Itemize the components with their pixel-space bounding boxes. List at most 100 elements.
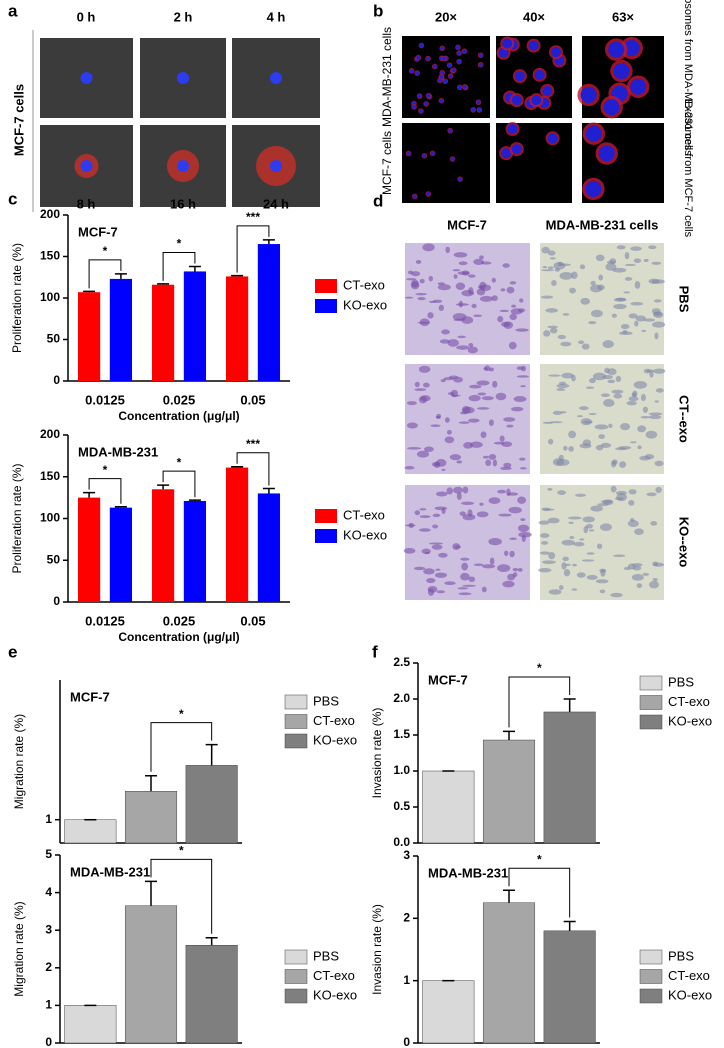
cell [629, 441, 637, 444]
bar [183, 500, 207, 602]
bar [225, 276, 249, 381]
cell [449, 454, 462, 461]
legend-swatch [284, 694, 308, 710]
cell [606, 260, 616, 265]
error-bar [157, 484, 170, 490]
cell [630, 302, 644, 306]
cell [453, 252, 468, 258]
legend-swatch [315, 529, 337, 543]
nucleus [426, 93, 431, 98]
bar [482, 739, 536, 844]
nucleus [547, 133, 558, 144]
cell [648, 412, 663, 416]
cell [601, 499, 613, 504]
micrographs [402, 36, 664, 203]
cell [431, 544, 443, 550]
cell [406, 278, 417, 281]
cell [560, 411, 567, 414]
cell [484, 365, 491, 372]
cell [436, 458, 447, 467]
cell [457, 335, 466, 339]
cell [556, 383, 570, 389]
cell [561, 372, 574, 379]
cell [511, 406, 524, 412]
cell [461, 290, 475, 297]
y-axis-title: Migration rate (%) [12, 714, 26, 809]
cell [586, 552, 595, 555]
legend-swatch [639, 675, 663, 691]
cell [538, 567, 552, 573]
cell [646, 492, 657, 497]
cell [539, 551, 550, 555]
cell [602, 340, 614, 349]
bar [482, 902, 536, 1044]
cell [613, 554, 626, 558]
cell [444, 417, 450, 423]
cell [497, 489, 506, 494]
cell [422, 382, 430, 388]
bar [183, 271, 207, 381]
cell [446, 429, 452, 435]
cell [434, 572, 447, 578]
y-axis-title: Proliferation rate (%) [10, 463, 24, 573]
cell [651, 279, 665, 284]
cell [444, 436, 455, 444]
y-tick-label: 1.0 [393, 763, 410, 777]
cell [589, 378, 596, 384]
cell [651, 321, 666, 328]
y-tick-label: 0 [53, 594, 60, 608]
cell [586, 574, 598, 580]
nucleus [457, 51, 462, 56]
cell [649, 414, 662, 420]
legend-label: CT-exo [668, 694, 710, 709]
cell [453, 486, 463, 494]
micrograph [402, 36, 490, 118]
nucleus [177, 72, 189, 84]
cell [419, 508, 427, 511]
legend-label: KO-exo [313, 732, 357, 747]
cell [521, 534, 526, 542]
chart-title: MCF-7 [70, 689, 110, 704]
cell [506, 488, 511, 497]
error-bar [503, 730, 515, 741]
nucleus [415, 71, 420, 76]
cell [511, 304, 517, 308]
y-tick-label: 100 [40, 511, 60, 525]
cell [492, 380, 498, 388]
cell [436, 590, 446, 594]
cell [654, 460, 664, 467]
cell [643, 258, 649, 263]
cell [462, 584, 476, 587]
significance-label: * [179, 707, 184, 721]
legend-label: PBS [668, 674, 694, 689]
cell [426, 578, 436, 584]
nucleus [542, 85, 553, 96]
chart-title: MCF-7 [78, 224, 118, 239]
cell [557, 261, 563, 267]
cell [495, 392, 507, 401]
cell [424, 446, 434, 452]
cell [615, 297, 627, 302]
y-tick-label: 1 [45, 998, 52, 1012]
y-tick-label: 1 [45, 812, 52, 826]
bar [257, 244, 281, 381]
y-axis-title: Proliferation rate (%) [10, 243, 24, 353]
panel-label: f [372, 642, 378, 661]
nucleus [462, 49, 467, 54]
significance-label: *** [246, 437, 260, 451]
cell [519, 467, 527, 470]
cell [516, 375, 529, 378]
cell [491, 277, 496, 283]
cell [491, 295, 498, 302]
cell [485, 459, 492, 467]
row-label: MCF-7 cells [11, 84, 26, 156]
cell [569, 535, 575, 539]
legend-swatch [315, 509, 337, 523]
cell [563, 445, 568, 451]
significance-bracket [88, 478, 122, 504]
legend-swatch [639, 988, 663, 1004]
y-tick-label: 3 [403, 848, 410, 862]
error-bar [114, 273, 127, 279]
cell [419, 278, 425, 284]
cell [612, 267, 627, 273]
